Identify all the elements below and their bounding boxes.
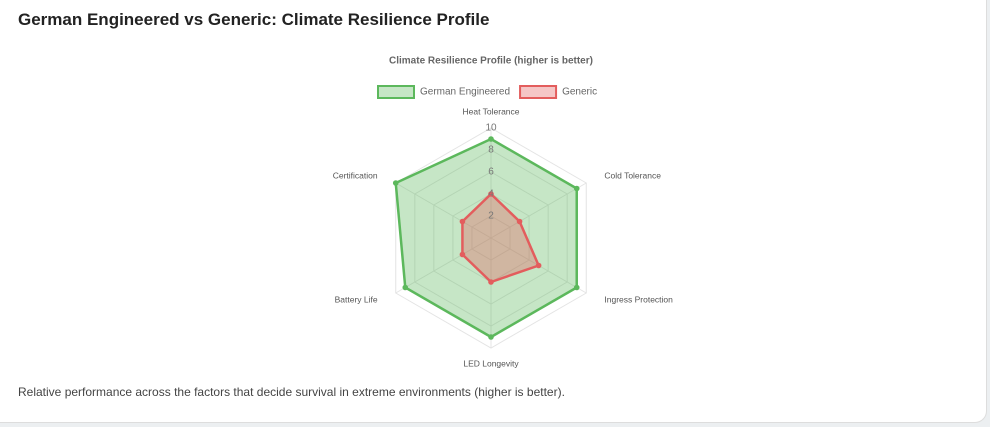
data-point <box>459 218 466 225</box>
category-label: Heat Tolerance <box>462 106 519 116</box>
data-point <box>459 251 466 258</box>
data-point <box>535 262 542 269</box>
legend-swatch <box>377 85 415 99</box>
page-title: German Engineered vs Generic: Climate Re… <box>18 10 490 29</box>
data-point <box>573 284 580 291</box>
spoke <box>490 182 587 239</box>
chart: Climate Resilience Profile (higher is be… <box>333 56 673 369</box>
data-point <box>573 185 580 192</box>
caption: Relative performance across the factors … <box>18 385 565 399</box>
category-label: Cold Tolerance <box>604 170 661 180</box>
data-point <box>488 136 494 142</box>
spoke <box>395 237 492 294</box>
r-tick-label: 2 <box>488 211 494 222</box>
category-label: Battery Life <box>335 294 378 304</box>
data-point <box>392 180 399 186</box>
legend-label: Generic <box>562 87 597 98</box>
legend-swatch <box>519 85 558 99</box>
r-tick-label: 6 <box>488 167 494 178</box>
data-point <box>516 218 523 225</box>
data-point <box>488 191 494 197</box>
r-tick-label: 10 <box>485 123 497 134</box>
data-point <box>488 334 494 340</box>
r-tick-label: 8 <box>488 145 494 156</box>
category-label: Ingress Protection <box>604 294 673 304</box>
spoke <box>395 182 492 239</box>
chart-title: Climate Resilience Profile (higher is be… <box>389 56 593 67</box>
data-point <box>402 284 409 291</box>
category-label: LED Longevity <box>463 358 519 368</box>
legend-label: German Engineered <box>420 87 510 98</box>
data-point <box>488 279 494 285</box>
r-tick-label: 4 <box>488 189 494 200</box>
category-label: Certification <box>333 170 378 180</box>
